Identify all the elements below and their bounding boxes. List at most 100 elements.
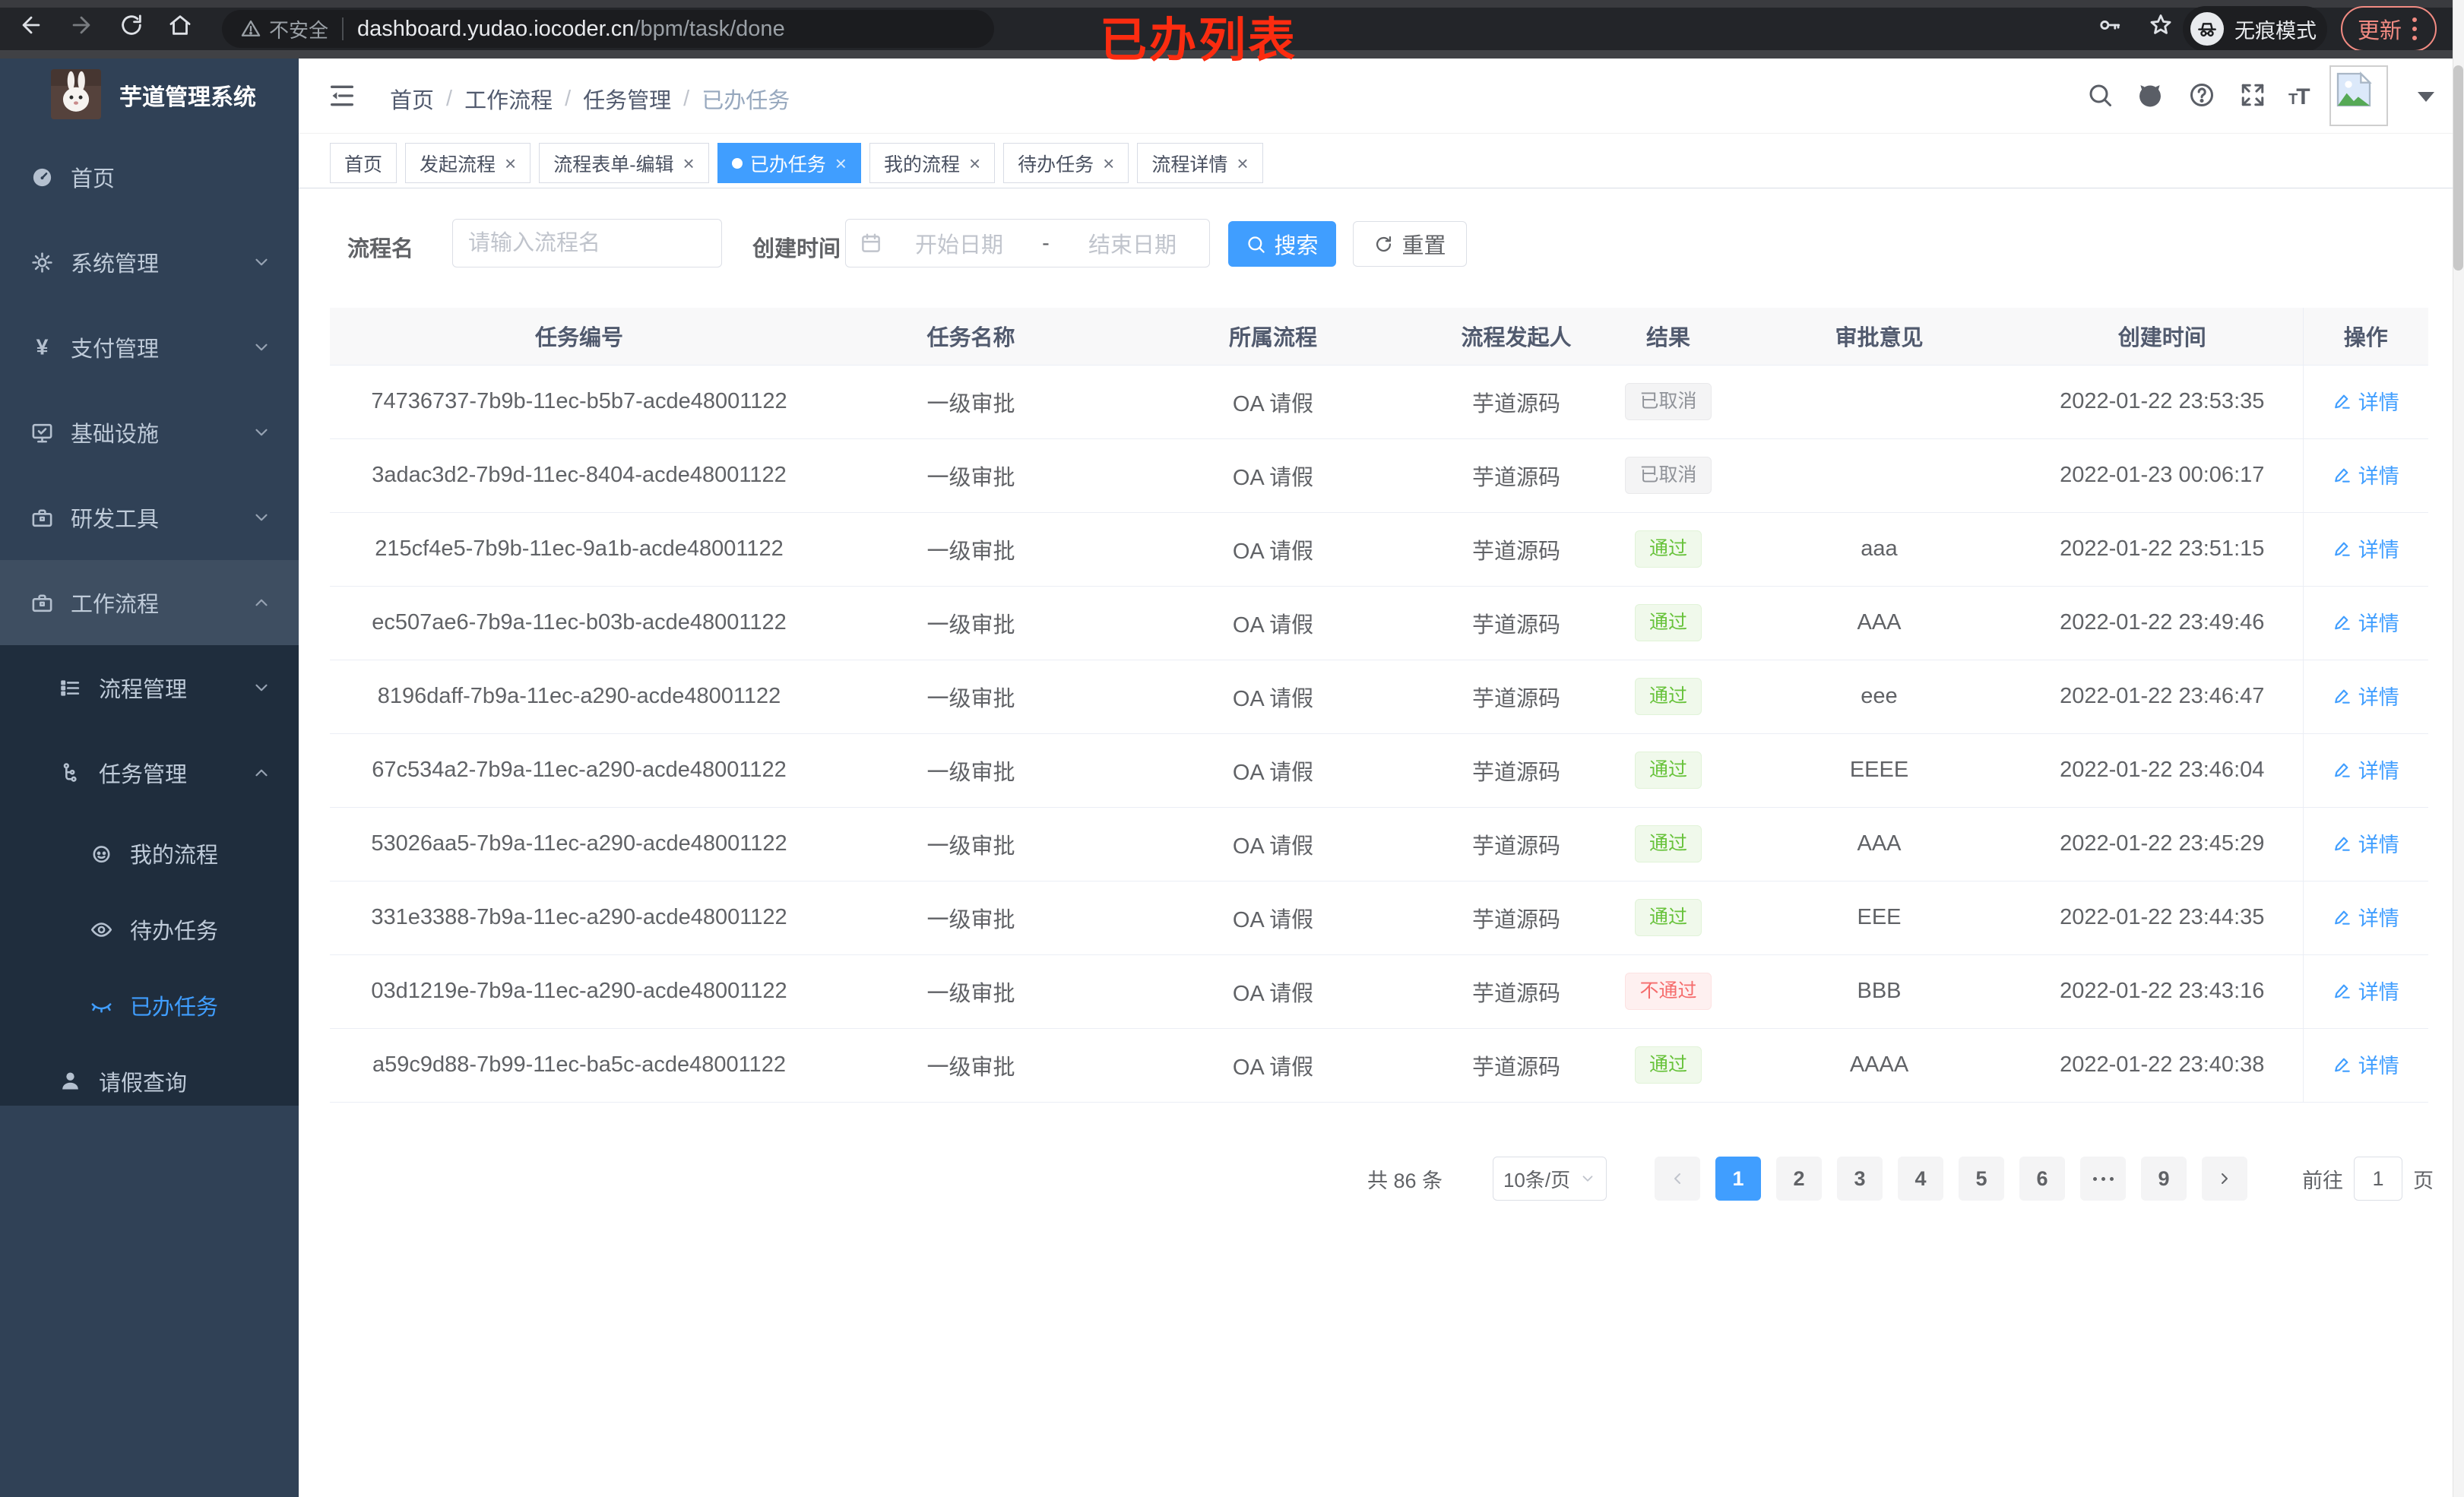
browser-menu-dots-icon[interactable] xyxy=(2412,17,2418,40)
breadcrumb-item[interactable]: 首页 xyxy=(390,89,435,113)
collapse-sidebar-icon[interactable] xyxy=(327,81,357,111)
url-separator xyxy=(342,17,344,40)
next-page-button[interactable] xyxy=(2202,1157,2248,1201)
avatar-caret-down-icon[interactable] xyxy=(2418,92,2434,102)
action-cell: 详情 xyxy=(2302,954,2428,1029)
address-bar[interactable]: 不安全 dashboard.yudao.iocoder.cn/bpm/task/… xyxy=(222,10,994,48)
end-date-placeholder[interactable]: 结束日期 xyxy=(1088,233,1177,258)
help-icon[interactable] xyxy=(2188,81,2217,110)
browser-home-icon[interactable] xyxy=(167,7,195,43)
tab-done-tasks[interactable]: 已办任务 × xyxy=(717,143,861,183)
table-row: 67c534a2-7b9a-11ec-a290-acde48001122 一级审批… xyxy=(330,733,2428,808)
tab-close-icon[interactable]: × xyxy=(968,151,981,175)
page-button-4[interactable]: 4 xyxy=(1898,1157,1944,1201)
result-cell: 通过 xyxy=(1600,660,1737,734)
tabs: 首页 发起流程 × 流程表单-编辑 × 已办任务 × 我的流程 × 待办任务 × 流程详情 × xyxy=(330,143,1263,183)
detail-link[interactable]: 详情 xyxy=(2333,607,2399,637)
sidebar-item-system[interactable]: 系统管理 xyxy=(0,220,299,305)
starter-cell: 芋道源码 xyxy=(1433,954,1600,1029)
toolbox-icon xyxy=(30,591,54,615)
more-pages-button[interactable] xyxy=(2080,1157,2127,1201)
page-scrollbar-thumb[interactable] xyxy=(2453,65,2463,271)
tab-my-process[interactable]: 我的流程 × xyxy=(869,143,996,183)
status-badge: 通过 xyxy=(1634,678,1702,715)
sidebar-item-my-process[interactable]: 我的流程 xyxy=(0,815,299,891)
starter-cell: 芋道源码 xyxy=(1433,881,1600,955)
process-name-input[interactable] xyxy=(452,219,722,267)
sidebar: 芋道管理系统 首页 系统管理 ¥ 支付管理 基础设施 研发工具 工作流程 流程管理 任务管理 我的… xyxy=(0,59,299,1497)
column-header: 结果 xyxy=(1600,308,1737,366)
browser-forward-icon[interactable] xyxy=(68,7,96,43)
tab-process-form-edit[interactable]: 流程表单-编辑 × xyxy=(539,143,709,183)
breadcrumb-item[interactable]: 任务管理 xyxy=(583,89,672,113)
status-badge: 通过 xyxy=(1634,899,1702,936)
detail-link[interactable]: 详情 xyxy=(2333,681,2399,711)
page-scrollbar[interactable] xyxy=(2453,0,2464,1497)
browser-reload-icon[interactable] xyxy=(119,7,146,43)
tab-close-icon[interactable]: × xyxy=(505,151,517,175)
table-row: ec507ae6-7b9a-11ec-b03b-acde48001122 一级审批… xyxy=(330,586,2428,660)
bookmark-star-icon[interactable] xyxy=(2148,7,2175,43)
action-cell: 详情 xyxy=(2302,660,2428,734)
sidebar-item-infrastructure[interactable]: 基础设施 xyxy=(0,390,299,475)
fullscreen-icon[interactable] xyxy=(2239,81,2268,110)
column-header: 任务名称 xyxy=(828,308,1113,366)
chevron-down-icon xyxy=(252,423,271,442)
detail-link[interactable]: 详情 xyxy=(2333,902,2399,932)
avatar[interactable] xyxy=(2329,65,2388,126)
breadcrumb-item[interactable]: 工作流程 xyxy=(464,89,553,113)
reset-button[interactable]: 重置 xyxy=(1353,221,1467,267)
sidebar-item-leave-query[interactable]: 请假查询 xyxy=(0,1049,299,1112)
tree-icon xyxy=(59,761,82,785)
detail-link[interactable]: 详情 xyxy=(2333,976,2399,1005)
tab-close-icon[interactable]: × xyxy=(1103,151,1115,175)
sidebar-item-devtools[interactable]: 研发工具 xyxy=(0,475,299,560)
table-row: 3adac3d2-7b9d-11ec-8404-acde48001122 一级审批… xyxy=(330,438,2428,513)
incognito-label: 无痕模式 xyxy=(2234,19,2317,43)
browser-update-button[interactable]: 更新 xyxy=(2341,6,2437,52)
tab-close-icon[interactable]: × xyxy=(1237,151,1249,175)
sidebar-item-task-management[interactable]: 任务管理 xyxy=(0,730,299,815)
page-size-select[interactable]: 10条/页 xyxy=(1493,1157,1607,1201)
date-range-picker[interactable]: 开始日期 - 结束日期 xyxy=(845,219,1210,267)
app-logo[interactable] xyxy=(51,69,101,119)
detail-link[interactable]: 详情 xyxy=(2333,533,2399,563)
page-button-2[interactable]: 2 xyxy=(1776,1157,1823,1201)
tab-close-icon[interactable]: × xyxy=(835,151,847,175)
table-header-row: 任务编号 任务名称 所属流程 流程发起人 结果 审批意见 创建时间 操作 xyxy=(330,308,2428,366)
start-date-placeholder[interactable]: 开始日期 xyxy=(914,233,1003,258)
sidebar-item-workflow[interactable]: 工作流程 xyxy=(0,560,299,645)
page-button-5[interactable]: 5 xyxy=(1959,1157,2005,1201)
prev-page-button[interactable] xyxy=(1655,1157,1701,1201)
starter-cell: 芋道源码 xyxy=(1433,365,1600,439)
browser-back-icon[interactable] xyxy=(18,7,46,43)
detail-link[interactable]: 详情 xyxy=(2333,386,2399,416)
sidebar-item-todo-tasks[interactable]: 待办任务 xyxy=(0,891,299,967)
search-icon[interactable] xyxy=(2086,81,2115,110)
sidebar-item-payment[interactable]: ¥ 支付管理 xyxy=(0,305,299,390)
detail-link[interactable]: 详情 xyxy=(2333,460,2399,489)
page-button-3[interactable]: 3 xyxy=(1837,1157,1883,1201)
font-size-icon[interactable]: TT xyxy=(2288,84,2310,109)
tab-process-detail[interactable]: 流程详情 × xyxy=(1137,143,1263,183)
tab-todo-tasks[interactable]: 待办任务 × xyxy=(1003,143,1129,183)
flow-cell: OA 请假 xyxy=(1113,512,1433,587)
tab-home[interactable]: 首页 xyxy=(330,143,397,183)
sidebar-item-home[interactable]: 首页 xyxy=(0,135,299,220)
goto-page-input[interactable] xyxy=(2354,1157,2403,1201)
password-key-icon[interactable] xyxy=(2096,7,2124,43)
sidebar-item-done-tasks[interactable]: 已办任务 xyxy=(0,967,299,1043)
page-button-6[interactable]: 6 xyxy=(2019,1157,2066,1201)
detail-link[interactable]: 详情 xyxy=(2333,828,2399,858)
tab-close-icon[interactable]: × xyxy=(683,151,695,175)
github-icon[interactable] xyxy=(2136,81,2165,110)
create-time-cell: 2022-01-22 23:53:35 xyxy=(2022,365,2303,439)
tab-start-process[interactable]: 发起流程 × xyxy=(405,143,531,183)
page-button-9[interactable]: 9 xyxy=(2141,1157,2187,1201)
search-button[interactable]: 搜索 xyxy=(1228,221,1336,267)
sidebar-item-process-management[interactable]: 流程管理 xyxy=(0,645,299,730)
page-button-1[interactable]: 1 xyxy=(1715,1157,1762,1201)
detail-link[interactable]: 详情 xyxy=(2333,755,2399,784)
detail-link[interactable]: 详情 xyxy=(2333,1049,2399,1079)
chevron-down-icon xyxy=(1579,1170,1596,1187)
